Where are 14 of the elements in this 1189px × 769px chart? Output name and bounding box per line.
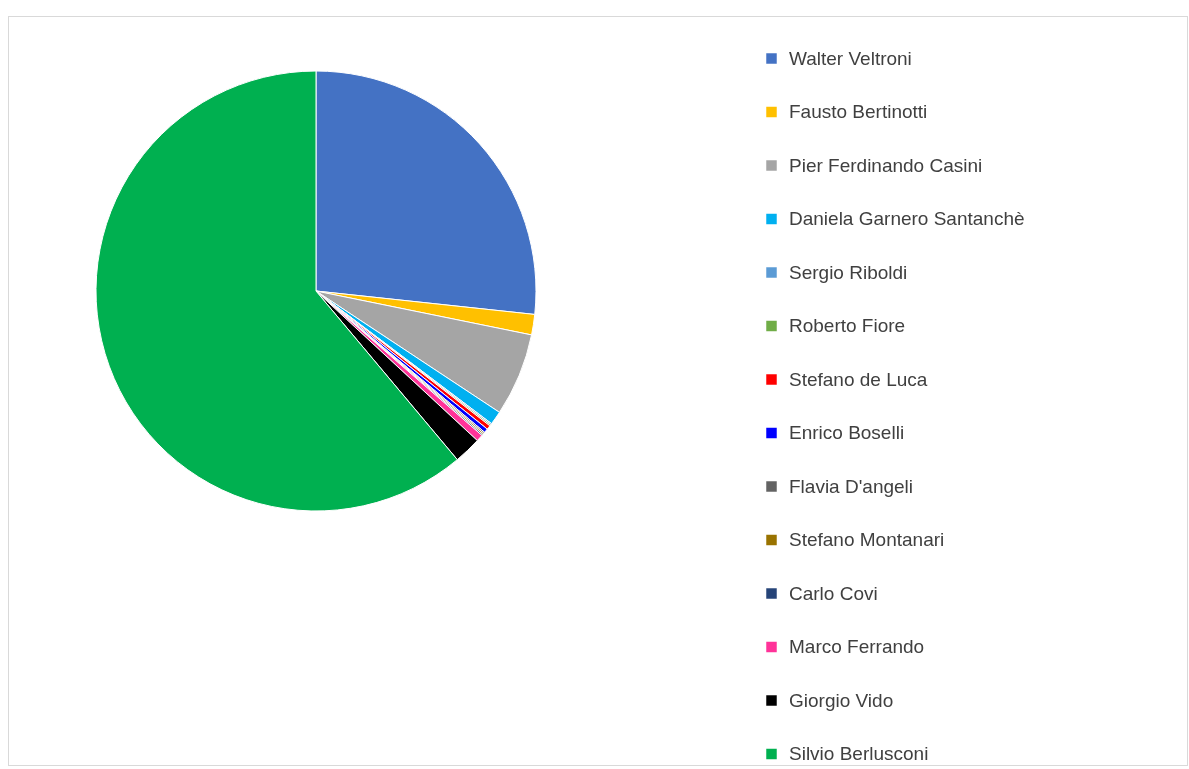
legend-label: Enrico Boselli: [789, 422, 905, 443]
legend-label: Pier Ferdinando Casini: [789, 154, 983, 176]
legend-label: Giorgio Vido: [789, 689, 894, 711]
legend-label: Daniela Garnero Santanchè: [789, 208, 1025, 229]
legend-label: Sergio Riboldi: [789, 261, 908, 283]
legend-label: Flavia D'angeli: [789, 475, 914, 497]
legend-label: Marco Ferrando: [789, 636, 925, 657]
legend-label: Fausto Bertinotti: [789, 101, 928, 122]
legend-label: Stefano de Luca: [789, 368, 928, 390]
legend-label: Walter Veltroni: [789, 47, 912, 69]
legend-label: Silvio Berlusconi: [789, 743, 929, 764]
legend-label: Carlo Covi: [789, 582, 878, 604]
legend-label: Stefano Montanari: [789, 529, 945, 550]
legend-label: Roberto Fiore: [789, 315, 906, 336]
